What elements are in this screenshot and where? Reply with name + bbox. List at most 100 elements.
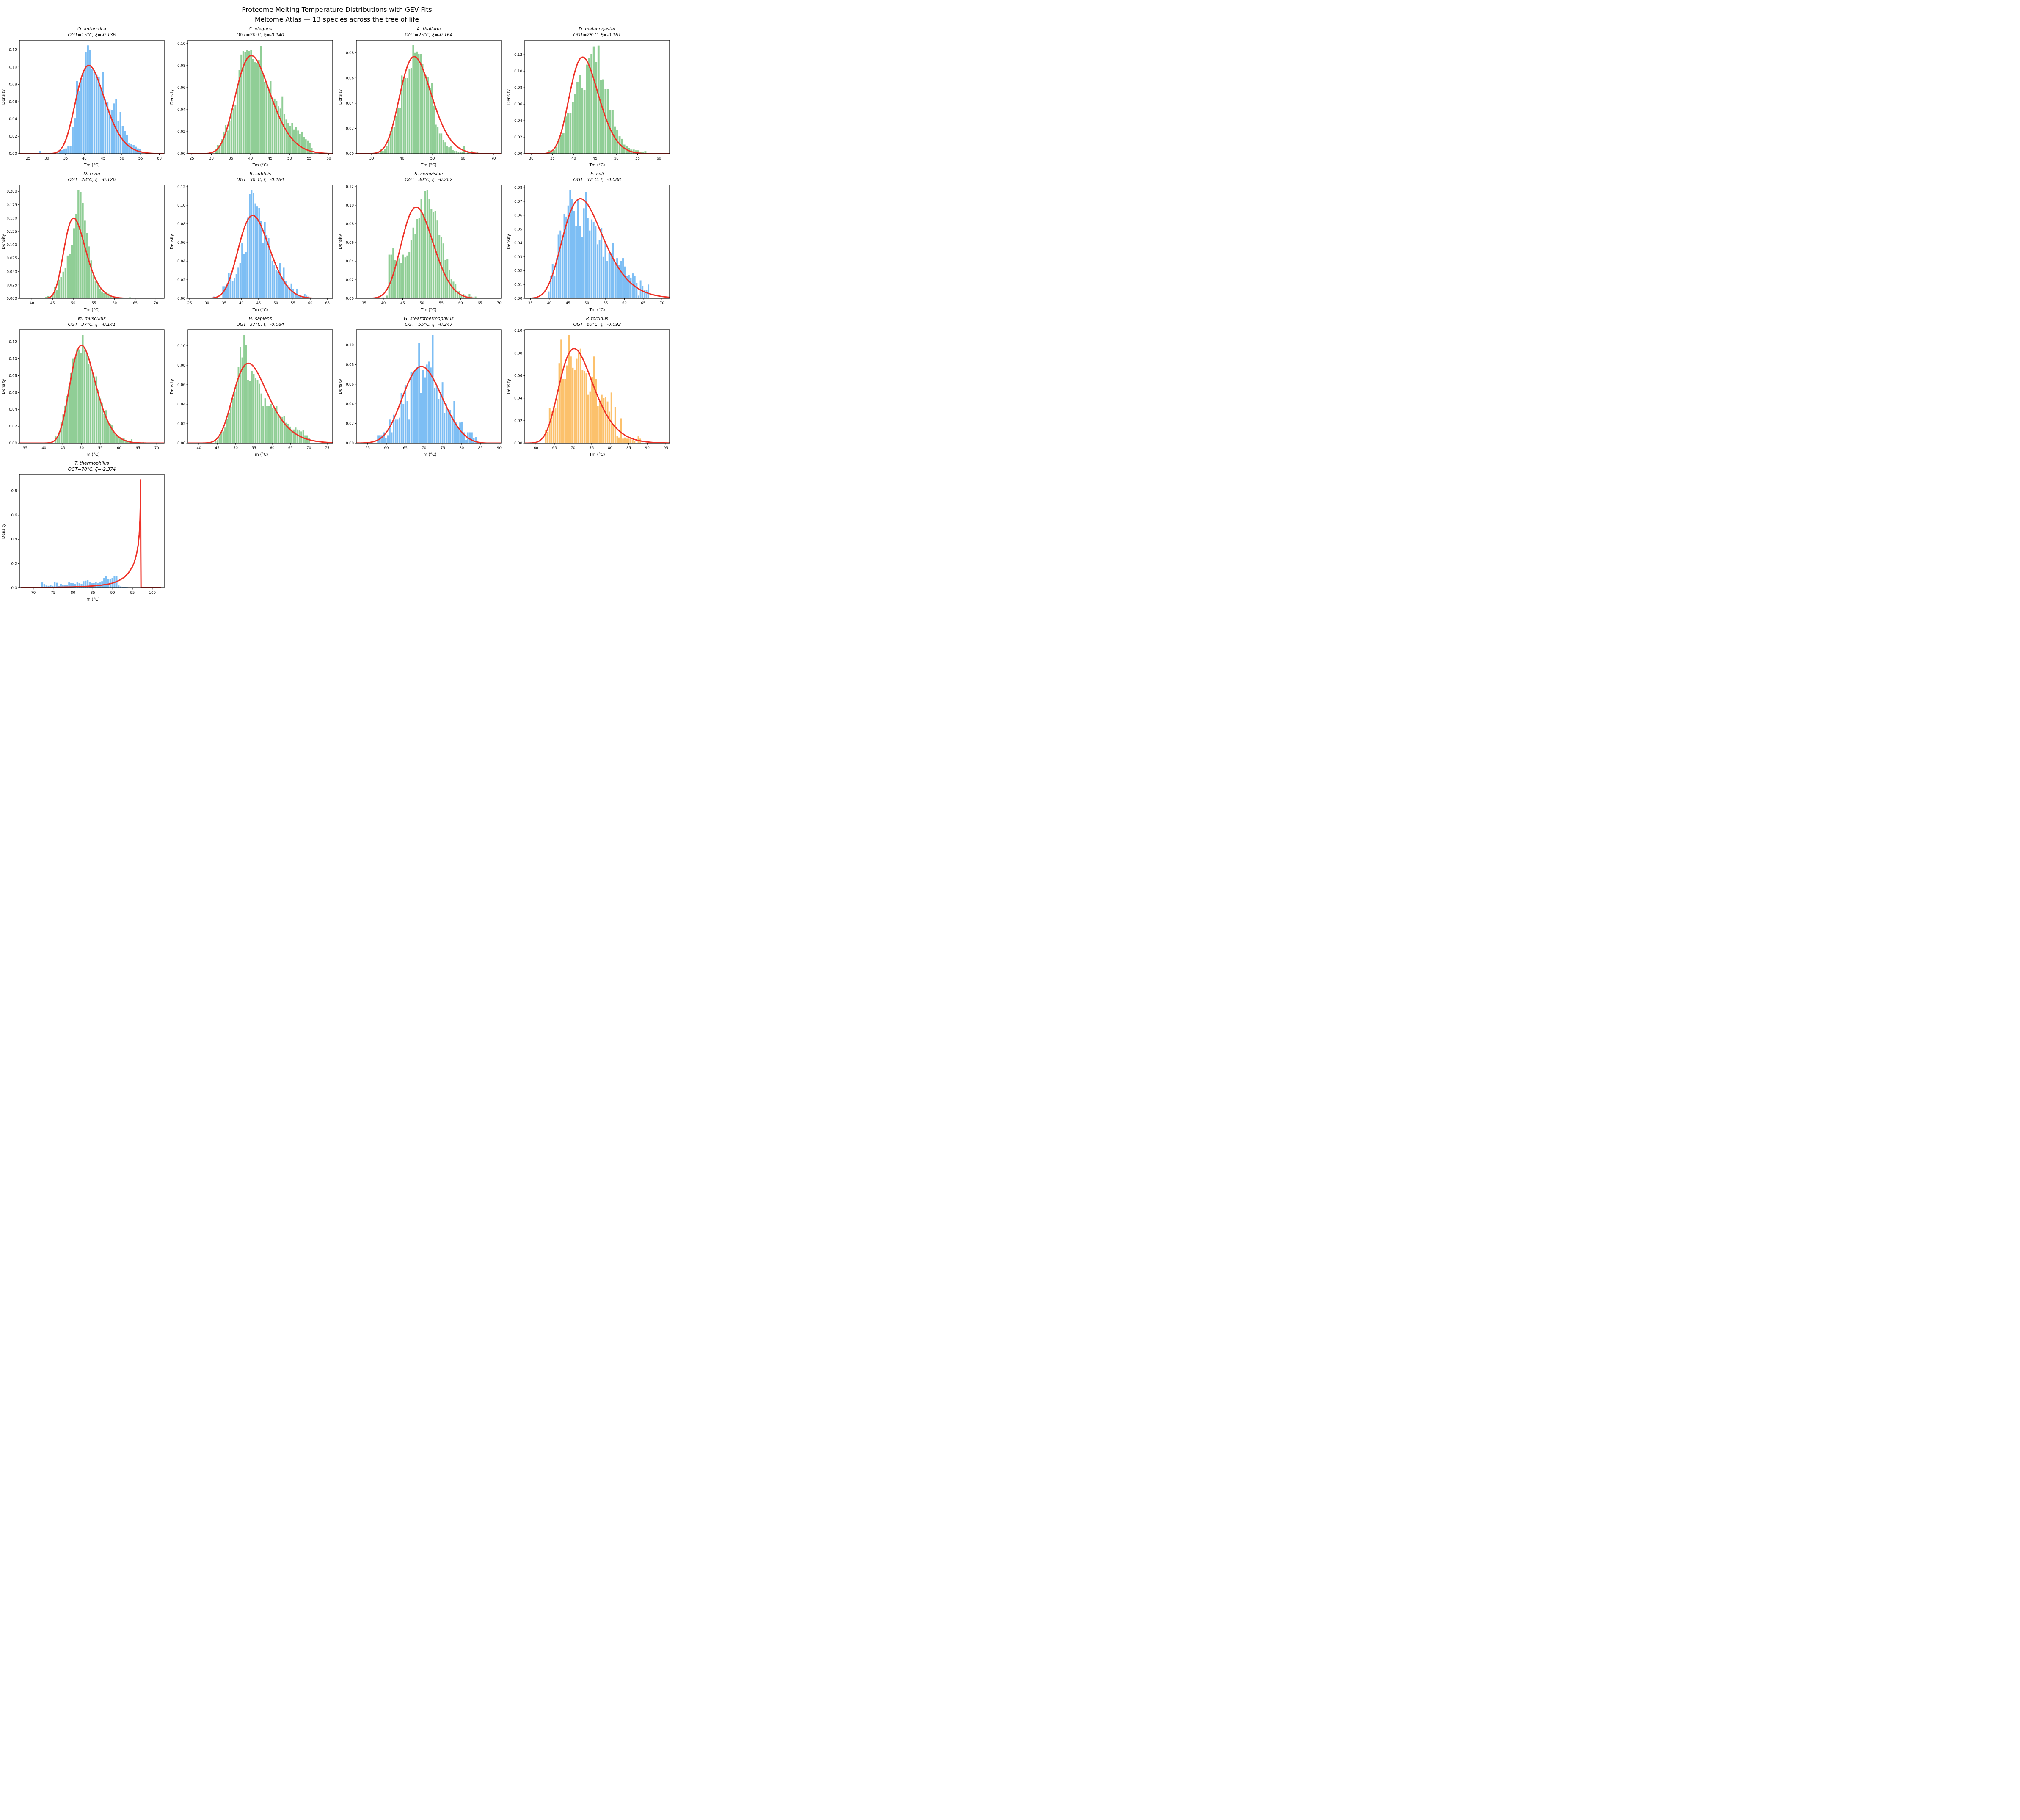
y-tick-label: 0.04 [9,117,17,121]
subplot-annotation: OGT=60°C, ξ=-0.092 [573,322,621,327]
x-axis-label: Tm (°C) [84,452,100,457]
y-tick-label: 0.06 [177,85,185,90]
subplot-title: G. stearothermophilus [404,316,454,321]
x-tick-label: 50 [420,301,424,306]
x-tick-label: 30 [44,157,49,161]
y-axis-label: Density [507,378,511,394]
x-tick-label: 70 [154,446,159,450]
y-tick-label: 0.08 [9,374,17,378]
x-tick-label: 85 [91,591,95,595]
y-tick-label: 0.4 [11,538,17,542]
figure: Proteome Melting Temperature Distributio… [0,0,674,604]
y-tick-label: 0.200 [7,190,17,194]
x-tick-label: 35 [222,301,226,306]
x-axis-label: Tm (°C) [421,308,437,312]
x-tick-label: 25 [26,157,30,161]
x-tick-label: 80 [71,591,75,595]
axes-frame [19,329,165,444]
y-tick-label: 0.08 [177,363,185,367]
axes-frame [356,184,502,299]
x-tick-label: 95 [130,591,135,595]
x-tick-label: 65 [288,446,293,450]
y-tick-label: 0.10 [177,203,185,207]
x-tick-label: 60 [270,446,275,450]
x-tick-label: 65 [133,301,138,306]
x-tick-label: 30 [204,301,209,306]
y-tick-label: 0.04 [177,259,185,263]
y-tick-label: 0.05 [514,227,522,232]
y-axis-label: Density [338,378,343,394]
subplot-c-elegans: C. elegans OGT=20°C, ξ=-0.140 25 30 35 40 45 50… [168,25,337,170]
x-tick-label: 65 [135,446,140,450]
y-tick-label: 0.02 [514,419,522,423]
x-tick-label: 35 [229,157,233,161]
y-tick-label: 0.02 [514,135,522,140]
x-tick-label: 60 [157,157,162,161]
x-tick-label: 90 [110,591,115,595]
subplot-annotation: OGT=30°C, ξ=-0.202 [405,177,453,182]
x-tick-label: 45 [268,157,273,161]
subplot-annotation: OGT=70°C, ξ=-2.374 [68,467,116,472]
subplot-grid: O. antarctica OGT=15°C, ξ=-0.136 25 30 35 40 4… [0,25,674,604]
x-tick-label: 70 [497,301,502,306]
x-tick-label: 70 [306,446,311,450]
y-axis-label: Density [507,234,511,249]
x-tick-label: 30 [369,157,374,161]
x-axis-label: Tm (°C) [589,452,605,457]
x-tick-label: 30 [209,157,214,161]
gev-fit-curve [21,479,161,588]
subplot-annotation: OGT=28°C, ξ=-0.161 [573,33,621,38]
histogram-bars [212,190,309,298]
y-tick-label: 0.06 [346,76,354,80]
y-axis-label: Density [1,89,6,104]
histogram-bars [545,335,642,443]
axes-frame [187,184,333,299]
subplot-annotation: OGT=20°C, ξ=-0.140 [237,33,284,38]
y-tick-label: 0.02 [346,127,354,131]
x-tick-label: 35 [550,157,555,161]
x-tick-label: 40 [41,446,46,450]
y-tick-label: 0.10 [177,41,185,46]
subplot-g-stearothermophilus: G. stearothermophilus OGT=55°C, ξ=-0.247 5… [337,314,505,459]
y-tick-label: 0.10 [514,329,522,333]
y-tick-label: 0.08 [514,186,522,190]
y-tick-label: 0.12 [514,53,522,57]
x-axis-label: Tm (°C) [421,452,437,457]
x-tick-label: 45 [215,446,220,450]
histogram-bars [39,45,141,154]
x-tick-label: 70 [154,301,158,306]
x-tick-label: 35 [528,301,533,306]
axes-frame [524,184,670,299]
x-tick-label: 30 [529,157,534,161]
subplot-d-melanogaster: D. melanogaster OGT=28°C, ξ=-0.161 30 35 40 4… [505,25,674,170]
axes-frame [19,184,165,299]
subplot-b-subtilis: B. subtilis OGT=30°C, ξ=-0.184 25 30 35 40 45 5… [168,170,337,314]
y-tick-label: 0.2 [11,562,17,566]
subplot-title: A. thaliana [416,27,441,32]
y-axis-label: Density [338,234,343,249]
subplot-annotation: OGT=30°C, ξ=-0.184 [237,177,284,182]
subplot-title: H. sapiens [249,316,272,321]
y-tick-label: 0.12 [9,48,17,52]
y-tick-label: 0.050 [7,270,17,274]
y-tick-label: 0.075 [7,256,17,261]
subplot-p-torridus: P. torridus OGT=60°C, ξ=-0.092 60 65 70 75 80 8… [505,314,674,459]
y-tick-label: 0.03 [514,255,522,259]
y-tick-label: 0.10 [346,203,354,207]
gev-fit-curve [188,55,333,154]
subplot-title: M. musculus [78,316,106,321]
x-tick-label: 75 [51,591,55,595]
subplot-h-sapiens: H. sapiens OGT=37°C, ξ=-0.084 40 45 50 55 60 65… [168,314,337,459]
x-tick-label: 35 [63,157,68,161]
x-tick-label: 65 [403,446,408,450]
y-tick-label: 0.04 [514,119,522,123]
y-tick-label: 0.000 [7,297,17,301]
y-tick-label: 0.06 [346,382,354,386]
gev-fit-curve [525,198,670,298]
x-tick-label: 40 [82,157,87,161]
y-tick-label: 0.02 [346,422,354,426]
x-tick-label: 55 [91,301,96,306]
y-tick-label: 0.00 [346,441,354,446]
x-tick-label: 75 [589,446,594,450]
